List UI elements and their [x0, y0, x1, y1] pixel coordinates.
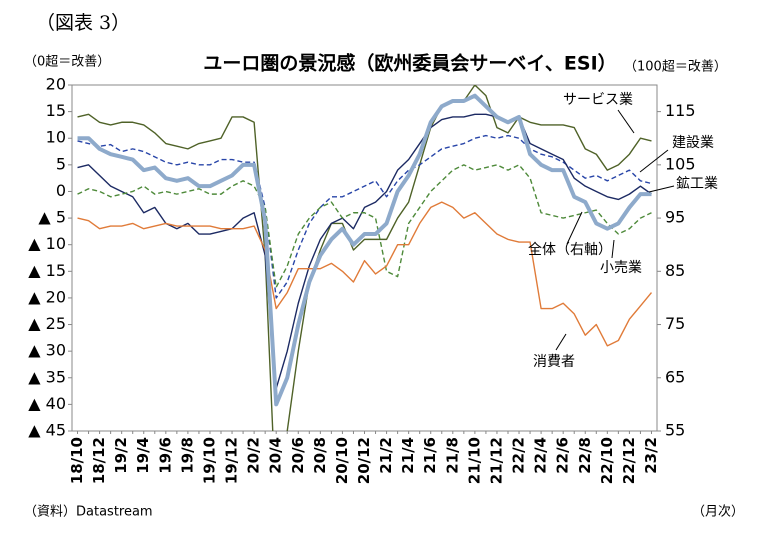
- x-tick-label: 19/6: [156, 437, 174, 474]
- x-tick-label: 21/6: [421, 437, 439, 474]
- x-tick-label: 22/8: [576, 437, 594, 474]
- chart-title: ユーロ圏の景況感（欧州委員会サーベイ、ESI）: [203, 52, 616, 75]
- y2-tick-label: 75: [665, 314, 685, 333]
- label-pointer: [617, 109, 635, 134]
- figure-label: （図表 3）: [36, 12, 130, 34]
- y-tick-label: ▲ 40: [28, 394, 66, 413]
- y-tick-label: ▲ 35: [28, 367, 66, 386]
- y-tick-label: ▲ 15: [28, 261, 66, 280]
- series-line: [77, 164, 652, 288]
- series-label: サービス業: [563, 92, 633, 108]
- label-pointer: [611, 239, 615, 259]
- x-tick-label: 21/2: [377, 437, 395, 474]
- y-tick-label: 20: [46, 75, 66, 94]
- x-tick-label: 22/2: [510, 437, 528, 474]
- y-tick-label: 15: [46, 101, 66, 120]
- x-tick-label: 18/10: [68, 437, 86, 484]
- source: （資料）Datastream: [24, 505, 153, 520]
- x-tick-label: 20/10: [333, 437, 351, 484]
- label-pointer: [639, 149, 669, 173]
- x-tick-label: 19/12: [223, 437, 241, 484]
- x-tick-label: 20/12: [355, 437, 373, 484]
- y2-tick-label: 85: [665, 261, 685, 280]
- series-label: 全体（右軸）: [528, 241, 612, 258]
- series-line: [77, 85, 652, 431]
- x-tick-label: 21/8: [443, 437, 461, 474]
- series-label: 鉱工業: [676, 175, 718, 192]
- label-pointer: [648, 185, 675, 193]
- y-tick-label: ▲ 5: [38, 208, 66, 227]
- x-tick-label: 19/4: [134, 437, 152, 474]
- x-tick-label: 19/10: [200, 437, 218, 484]
- x-tick-label: 22/4: [532, 437, 550, 474]
- x-tick-label: 18/12: [90, 437, 108, 484]
- y-tick-label: ▲ 25: [28, 314, 66, 333]
- series-label: 小売業: [600, 260, 642, 276]
- x-tick-label: 21/4: [399, 437, 417, 474]
- x-tick-label: 21/10: [465, 437, 483, 484]
- plot-area: [77, 85, 653, 431]
- x-tick-label: 20/6: [289, 437, 307, 474]
- x-tick-label: 22/6: [554, 437, 572, 474]
- x-tick-label: 23/2: [642, 437, 660, 474]
- y2-note: （100超＝改善）: [624, 59, 727, 75]
- y-tick-label: ▲ 30: [28, 341, 66, 360]
- x-tick-label: 20/8: [311, 437, 329, 474]
- x-note: （月次）: [692, 504, 744, 520]
- y2-tick-label: 115: [665, 101, 696, 120]
- y-tick-label: ▲ 20: [28, 287, 66, 306]
- x-tick-label: 20/4: [267, 437, 285, 474]
- series-label: 消費者: [533, 354, 575, 370]
- series-line: [77, 113, 652, 390]
- y-tick-label: ▲ 10: [28, 234, 66, 253]
- y2-tick-label: 55: [665, 421, 685, 440]
- y-tick-label: 5: [56, 154, 66, 173]
- label-pointer: [566, 211, 583, 245]
- label-pointer: [555, 333, 567, 351]
- y2-tick-label: 95: [665, 208, 685, 227]
- y-tick-label: ▲ 45: [28, 421, 66, 440]
- y-tick-label: 0: [56, 181, 66, 200]
- series-line: [77, 201, 653, 347]
- series-label: 建設業: [672, 135, 714, 151]
- series-line: [77, 134, 652, 299]
- x-tick-label: 22/10: [598, 437, 616, 484]
- y-note: （0超＝改善）: [24, 54, 110, 70]
- x-tick-label: 19/8: [178, 437, 196, 474]
- x-tick-label: 21/12: [487, 437, 505, 484]
- y2-tick-label: 105: [665, 154, 696, 173]
- y2-tick-label: 65: [665, 367, 685, 386]
- series-line: [77, 93, 652, 407]
- x-tick-label: 22/12: [620, 437, 638, 484]
- y-tick-label: 10: [46, 128, 66, 147]
- x-tick-label: 20/2: [245, 437, 263, 474]
- x-tick-label: 19/2: [112, 437, 130, 474]
